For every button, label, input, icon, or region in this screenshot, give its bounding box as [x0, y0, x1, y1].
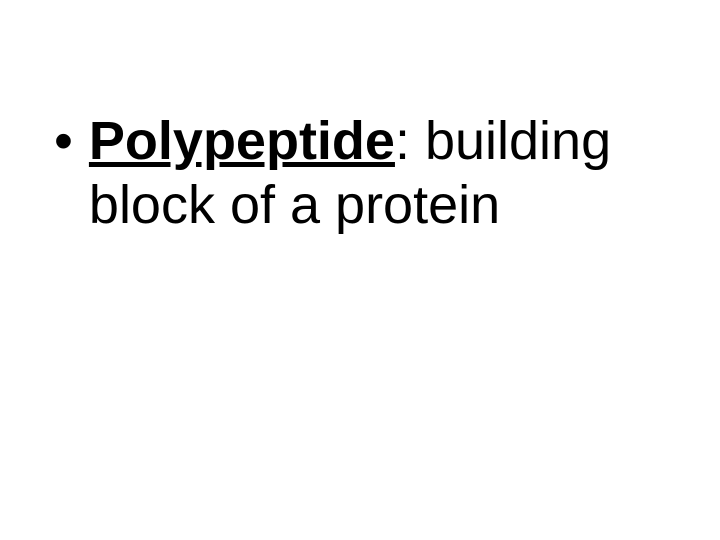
term-polypeptide: Polypeptide [89, 111, 395, 171]
bullet-item: • Polypeptide: buildingblock of a protei… [54, 110, 680, 237]
bullet-marker: • [54, 110, 73, 174]
term-separator: : [395, 111, 425, 171]
slide-content: • Polypeptide: buildingblock of a protei… [0, 0, 720, 540]
bullet-text: Polypeptide: buildingblock of a protein [89, 110, 611, 237]
definition-line2: block of a protein [89, 175, 500, 235]
definition-line1: building [425, 111, 611, 171]
